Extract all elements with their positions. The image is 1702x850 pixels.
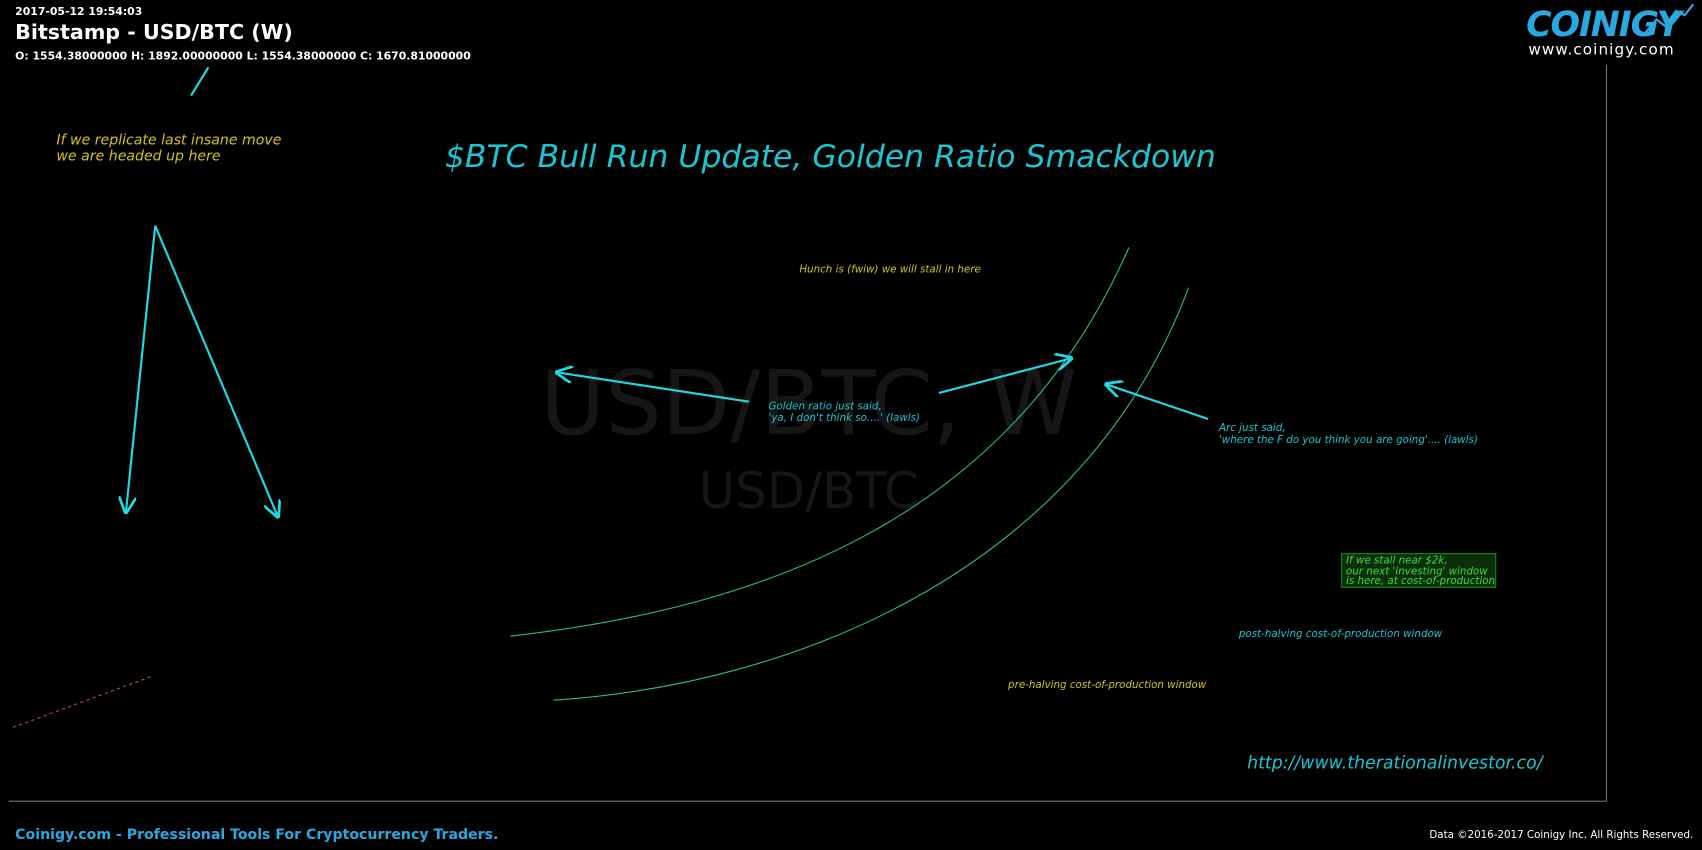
ohlc: O: 1554.38000000 H: 1892.00000000 L: 155… [15,50,471,63]
watermark: USD/BTC [699,462,919,520]
arrow [557,372,750,403]
logo-icon [1644,3,1695,34]
watermark: USD/BTC, W [540,351,1077,455]
arrow [154,225,278,517]
note: 'where the F do you think you are going'… [1219,434,1478,446]
footer-copyright: Data ©2016-2017 Coinigy Inc. All Rights … [1429,829,1693,841]
note: Golden ratio just said, [769,400,882,412]
trend-line [12,675,153,728]
arrow [190,66,210,97]
arrow [1106,384,1209,421]
note: pre-halving cost-of-production window [1007,679,1207,691]
arrow [126,225,157,513]
note: we are headed up here [56,149,220,165]
arrow [938,358,1071,395]
note: If we replicate last insane move [56,132,281,148]
footer-tagline: Coinigy.com - Professional Tools For Cry… [15,827,498,843]
note: post-halving cost-of-production window [1238,628,1443,640]
note: is here, at cost-of-production [1346,575,1495,587]
chart-title: $BTC Bull Run Update, Golden Ratio Smack… [445,139,1216,175]
url-note: http://www.therationalinvestor.co/ [1247,754,1545,774]
arc [553,287,1190,701]
note: Arc just said, [1218,422,1286,434]
header-title: Bitstamp - USD/BTC (W) [15,20,293,44]
note-box [1341,553,1497,588]
note: our next 'investing' window [1346,565,1488,577]
note: Hunch is (fwiw) we will stall in here [799,263,980,275]
logo-url: www.coinigy.com [1528,40,1674,58]
note: 'ya, I don't think so....' (lawls) [769,412,920,424]
zone-layer: USD/BTC, W USD/BTC [540,351,1077,520]
logo: COINIGY [1526,5,1685,45]
annotation-layer: $BTC Bull Run Update, Golden Ratio Smack… [56,66,1545,774]
timestamp: 2017-05-12 19:54:03 [15,5,142,18]
note: If we stall near $2k, [1346,554,1448,566]
